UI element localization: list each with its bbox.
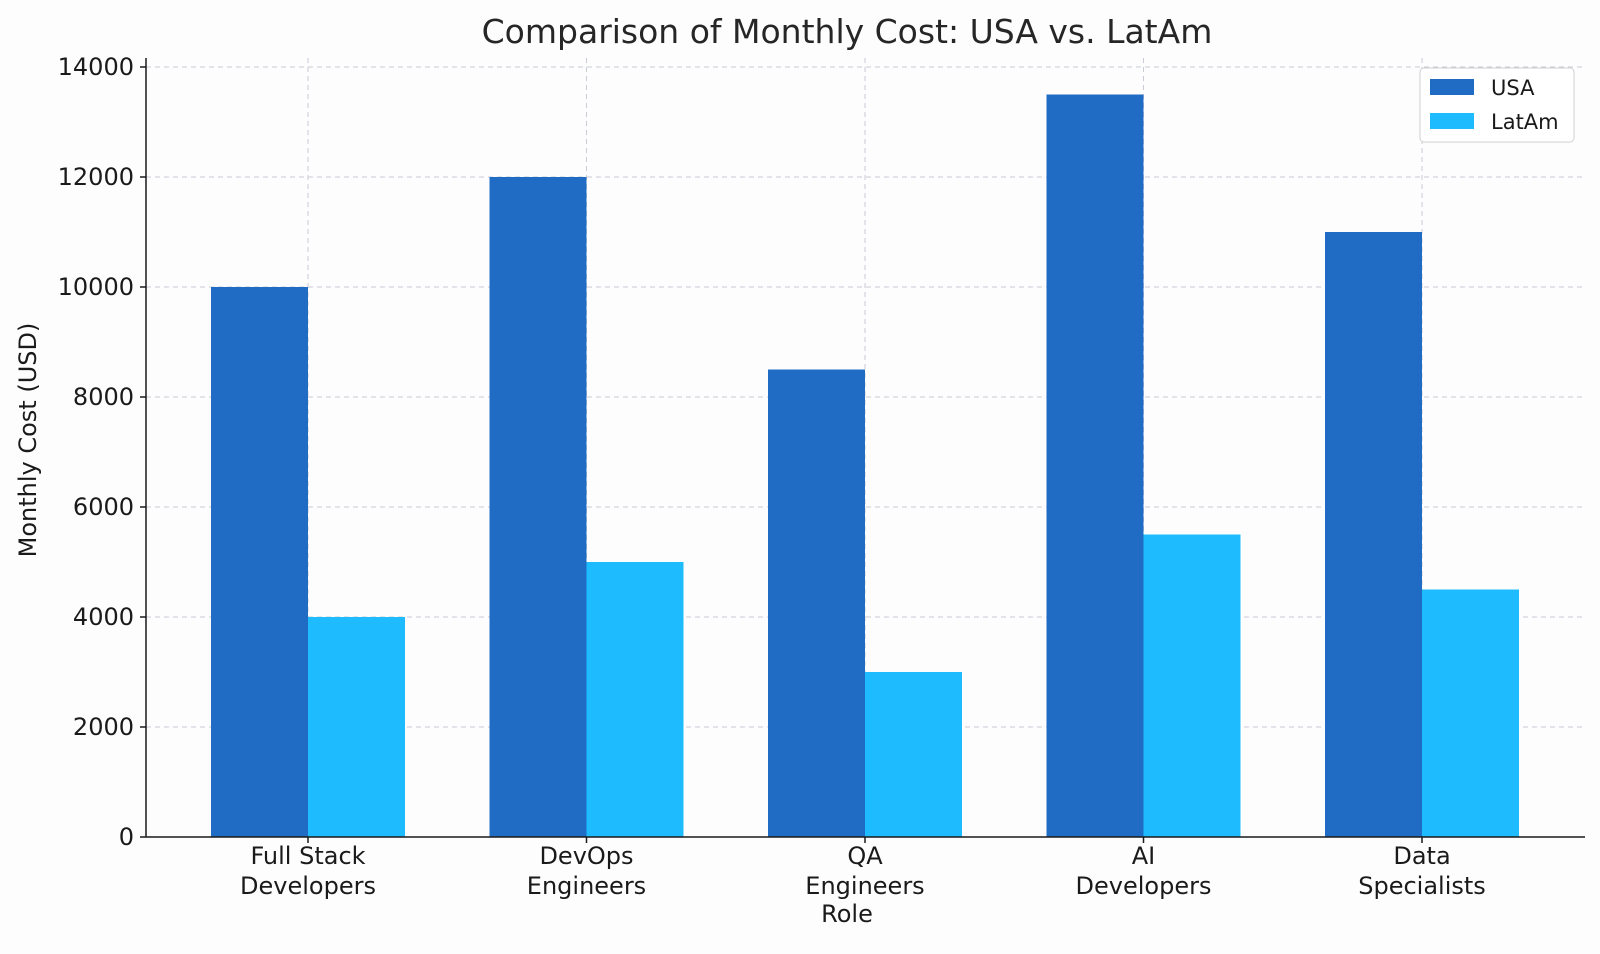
legend-label-latam: LatAm: [1491, 110, 1559, 134]
bar-latam-1: [586, 562, 684, 837]
x-tick-label: DevOps: [539, 842, 633, 870]
x-tick-label: Engineers: [527, 872, 646, 900]
y-tick-label: 4000: [73, 603, 134, 631]
bar-usa-1: [489, 177, 587, 837]
x-tick-label: Data: [1393, 842, 1450, 870]
y-tick-label: 6000: [73, 493, 134, 521]
y-tick-label: 12000: [58, 163, 134, 191]
x-axis-label: Role: [821, 900, 873, 928]
y-tick-label: 0: [119, 823, 134, 851]
y-tick-label: 2000: [73, 713, 134, 741]
x-tick-label: Specialists: [1358, 872, 1486, 900]
bar-usa-3: [1046, 94, 1144, 837]
bar-latam-0: [308, 617, 405, 837]
x-tick-label: QA: [847, 842, 883, 870]
tick-labels: 0 2000 4000 6000 8000 10000 12000 14000 Full Sta…: [58, 53, 1486, 900]
x-tick-label: AI: [1132, 842, 1156, 870]
y-tick-label: 14000: [58, 53, 134, 81]
bar-latam-3: [1143, 534, 1241, 837]
y-tick-label: 10000: [58, 273, 134, 301]
x-tick-label: Full Stack: [250, 842, 365, 870]
bar-usa-2: [768, 369, 865, 837]
x-tick-label: Engineers: [805, 872, 924, 900]
bar-latam-4: [1422, 589, 1519, 837]
bar-usa-0: [211, 287, 308, 837]
x-tick-label: Developers: [1076, 872, 1212, 900]
chart-title: Comparison of Monthly Cost: USA vs. LatA…: [482, 12, 1213, 51]
legend-swatch-latam: [1430, 113, 1474, 129]
legend: USA LatAm: [1419, 67, 1575, 143]
legend-swatch-usa: [1430, 79, 1474, 95]
y-tick-label: 8000: [73, 383, 134, 411]
bar-usa-4: [1325, 232, 1422, 837]
x-tick-label: Developers: [240, 872, 376, 900]
axes: [140, 58, 1585, 843]
bars: [211, 94, 1519, 837]
bar-latam-2: [865, 672, 962, 837]
y-axis-label: Monthly Cost (USD): [14, 323, 42, 558]
legend-label-usa: USA: [1491, 76, 1535, 100]
